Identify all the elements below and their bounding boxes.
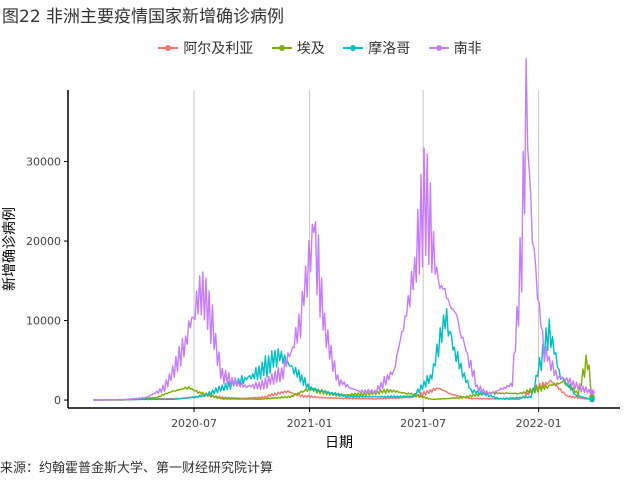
y-tick-label: 30000: [26, 156, 61, 169]
x-tick-label: 2020-07: [171, 417, 217, 430]
chart-legend: 阿尔及利亚 埃及 摩洛哥 南非: [0, 38, 640, 59]
legend-item-south-africa: 南非: [428, 38, 482, 58]
axis-ticks: 2020-07 2021-01 2021-07 2022-01 0 10000 20000 3…: [26, 156, 562, 430]
x-tick-label: 2021-07: [400, 417, 446, 430]
series-line-1: [92, 354, 593, 401]
legend-key-morocco: [343, 45, 364, 51]
y-tick-label: 20000: [26, 235, 61, 248]
series-line-2: [92, 308, 593, 401]
legend-key-south-africa: [428, 45, 449, 51]
legend-label-algeria: 阿尔及利亚: [183, 41, 254, 57]
legend-label-morocco: 摩洛哥: [368, 41, 411, 57]
source-note: 来源：约翰霍普金斯大学、第一财经研究院计算: [0, 461, 274, 476]
y-tick-label: 0: [54, 394, 61, 407]
x-tick-label: 2022-01: [516, 417, 562, 430]
x-tick-label: 2021-01: [287, 417, 333, 430]
legend-item-algeria: 阿尔及利亚: [158, 38, 253, 58]
legend-label-south-africa: 南非: [453, 41, 482, 57]
legend-key-egypt: [271, 45, 292, 51]
y-tick-label: 10000: [26, 315, 61, 328]
grid-lines: [193, 90, 540, 408]
figure-title: 图22 非洲主要疫情国家新增确诊病例: [2, 7, 285, 27]
series-lines: [92, 57, 595, 403]
series-end-point-2: [589, 396, 595, 403]
y-axis-title: 新增确诊病例: [2, 207, 18, 291]
series-end-point-3: [589, 389, 595, 395]
legend-item-morocco: 摩洛哥: [343, 38, 410, 58]
series-line-3: [92, 57, 593, 401]
legend-key-algeria: [158, 45, 179, 51]
x-axis-title: 日期: [325, 435, 353, 451]
legend-label-egypt: 埃及: [296, 41, 325, 57]
legend-item-egypt: 埃及: [271, 38, 325, 58]
